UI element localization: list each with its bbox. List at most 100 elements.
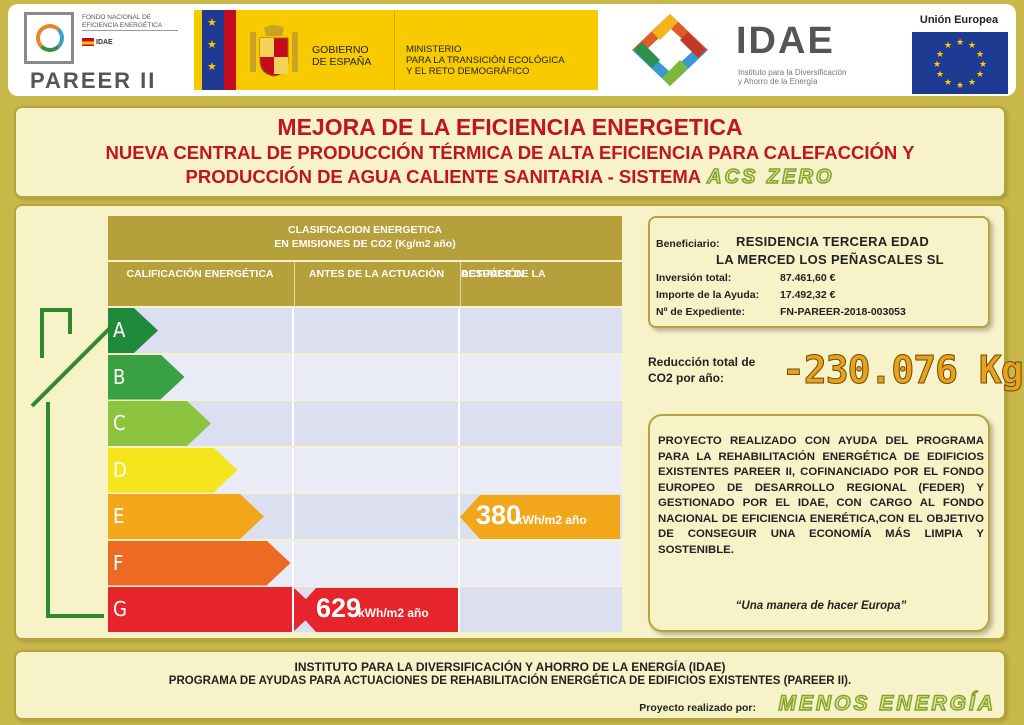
reduction-label: Reducción total de CO2 por año:: [648, 355, 756, 385]
column-separator: [292, 447, 294, 493]
col-header-before: ANTES DE LA ACTUACIÓN: [294, 262, 458, 306]
description-box: PROYECTO REALIZADO CON AYUDA DEL PROGRAM…: [648, 414, 990, 632]
before-marker: 629 kWh/m2 año: [296, 588, 458, 632]
rating-row-c: C: [108, 401, 622, 446]
after-unit: kWh/m2 año: [516, 513, 587, 527]
rating-arrow-b: B: [108, 355, 185, 400]
gobierno-line-1: GOBIERNO: [312, 44, 369, 56]
idae-subtitle: Instituto para la Diversificación y Ahor…: [738, 68, 847, 86]
rating-letter: G: [113, 597, 127, 621]
idae-name: IDAE: [736, 20, 835, 62]
motto: “Una manera de hacer Europa”: [735, 600, 907, 612]
column-separator: [292, 308, 294, 353]
description-text: PROYECTO REALIZADO CON AYUDA DEL PROGRAM…: [658, 435, 984, 556]
column-separator: [458, 587, 460, 632]
red-strip: [224, 10, 236, 90]
main-title: MEJORA DE LA EFICIENCIA ENERGETICA: [277, 114, 743, 140]
column-separator: [292, 540, 294, 586]
column-separator: [458, 540, 460, 586]
table-header: CALIFICACIÓN ENERGÉTICA ANTES DE LA ACTU…: [108, 262, 622, 306]
menos-energia-logo: MENOS ENERGÍA: [778, 691, 996, 715]
aid-value: 17.492,32 €: [780, 289, 836, 301]
reduction-value: -230.076 Kg: [782, 348, 1024, 393]
rating-row-e: E 380 kWh/m2 año: [108, 494, 622, 539]
rating-row-f: F: [108, 540, 622, 586]
rating-arrow-d: D: [108, 448, 238, 493]
pareer-logo: FONDO NACIONAL DE EFICIENCIA ENERGÉTICA …: [22, 10, 182, 93]
idae-logo: IDAE Instituto para la Diversificación y…: [608, 8, 898, 92]
divider: [394, 10, 395, 90]
rating-arrow-f: F: [108, 541, 291, 586]
beneficiary-box: Beneficiario: RESIDENCIA TERCERA EDAD LA…: [648, 216, 990, 328]
gobierno-text: GOBIERNO DE ESPAÑA: [312, 44, 371, 68]
rating-letter: F: [113, 550, 124, 575]
table-title-line-1: CLASIFICACION ENERGETICA: [287, 224, 442, 236]
after-marker: 380 kWh/m2 año: [460, 495, 620, 539]
coat-of-arms-icon: [250, 25, 298, 77]
column-separator: [458, 447, 460, 493]
footer-credit: Proyecto realizado por:: [639, 702, 756, 714]
logo-bar: FONDO NACIONAL DE EFICIENCIA ENERGÉTICA …: [8, 4, 1016, 96]
gobierno-logo: ★ ★ ★ GOBIERNO DE ESPAÑA MINISTERIO PARA L…: [194, 10, 598, 90]
beneficiary-name-1: RESIDENCIA TERCERA EDAD: [736, 234, 930, 249]
after-value: 380: [476, 500, 522, 530]
before-value: 629: [316, 593, 362, 623]
column-separator: [292, 494, 294, 539]
rating-arrow-e: E: [108, 494, 264, 539]
eu-stars-strip-icon: ★ ★ ★: [202, 10, 224, 90]
table-title: CLASIFICACION ENERGETICA EN EMISIONES DE…: [108, 216, 622, 260]
ministerio-text: MINISTERIO PARA LA TRANSICIÓN ECOLÓGICA …: [406, 44, 565, 77]
column-separator: [458, 494, 460, 539]
column-separator: [458, 308, 460, 353]
footer-line-2: PROGRAMA DE AYUDAS PARA ACTUACIONES DE R…: [168, 675, 852, 687]
column-separator: [458, 401, 460, 446]
col-header-after-line-1: DESPÚES DE LA: [461, 268, 546, 280]
footer-line-1: INSTITUTO PARA LA DIVERSIFICACIÓN Y AHOR…: [294, 660, 726, 674]
column-separator: [292, 354, 294, 400]
fondo-nacional-label: FONDO NACIONAL DE EFICIENCIA ENERGÉTICA: [82, 14, 178, 31]
ministerio-line-1: MINISTERIO: [406, 44, 462, 55]
idae-sub-line-1: Instituto para la Diversificación: [738, 68, 847, 77]
rating-arrow-g: G: [108, 587, 317, 632]
title-panel: MEJORA DE LA EFICIENCIA ENERGETICA NUEVA…: [14, 106, 1006, 198]
rating-letter: C: [113, 411, 126, 435]
spiral-icon: [36, 24, 64, 52]
rating-arrow-c: C: [108, 401, 211, 446]
house-outline-icon: [30, 308, 114, 618]
rating-arrow-a: A: [108, 308, 158, 353]
rating-letter: E: [113, 504, 125, 528]
idae-sub-line-2: y Ahorro de la Energía: [738, 77, 818, 86]
table-title-line-2: EN EMISIONES DE CO2 (Kg/m2 año): [274, 238, 456, 250]
rating-row-d: D: [108, 447, 622, 493]
eu-flag-icon: ★ ★ ★ ★ ★ ★ ★ ★ ★ ★ ★ ★: [912, 32, 1008, 94]
subtitle: NUEVA CENTRAL DE PRODUCCIÓN TÉRMICA DE A…: [16, 141, 1004, 189]
column-separator: [292, 401, 294, 446]
aid-label: Importe de la Ayuda:: [656, 289, 760, 301]
rating-letter: A: [113, 318, 126, 342]
rating-row-a: A: [108, 308, 622, 353]
investment-label: Inversión total:: [656, 272, 732, 284]
ministerio-line-3: Y EL RETO DEMOGRÁFICO: [406, 66, 530, 77]
rating-letter: B: [113, 364, 126, 389]
spain-flag-icon: [82, 38, 94, 46]
file-label: Nº de Expediente:: [656, 306, 746, 318]
column-separator: [458, 354, 460, 400]
pareer-wordmark: PAREER II: [30, 68, 157, 93]
investment-value: 87.461,60 €: [780, 272, 836, 284]
pareer-frame-icon: [24, 12, 74, 64]
idae-mini-text: IDAE: [96, 38, 113, 46]
beneficiary-name-2: LA MERCED LOS PEÑASCALES SL: [716, 252, 944, 267]
rating-row-b: B: [108, 354, 622, 400]
ministerio-line-2: PARA LA TRANSICIÓN ECOLÓGICA: [406, 55, 565, 66]
col-header-after-line-2: ACTUACIÓN: [461, 268, 524, 280]
footer-panel: INSTITUTO PARA LA DIVERSIFICACIÓN Y AHOR…: [14, 650, 1006, 720]
col-header-after: DESPÚES DE LA ACTUACIÓN: [460, 262, 622, 306]
col-header-rating: CALIFICACIÓN ENERGÉTICA: [126, 268, 274, 280]
idae-knot-icon: [632, 14, 708, 86]
eu-label: Unión Europea: [919, 14, 999, 26]
file-value: FN-PAREER-2018-003053: [780, 306, 906, 318]
before-unit: kWh/m2 año: [358, 606, 429, 620]
beneficiary-label: Beneficiario:: [656, 238, 720, 250]
subtitle-text: NUEVA CENTRAL DE PRODUCCIÓN TÉRMICA DE A…: [105, 142, 915, 187]
rating-row-g: G 629 kWh/m2 año: [108, 587, 622, 632]
